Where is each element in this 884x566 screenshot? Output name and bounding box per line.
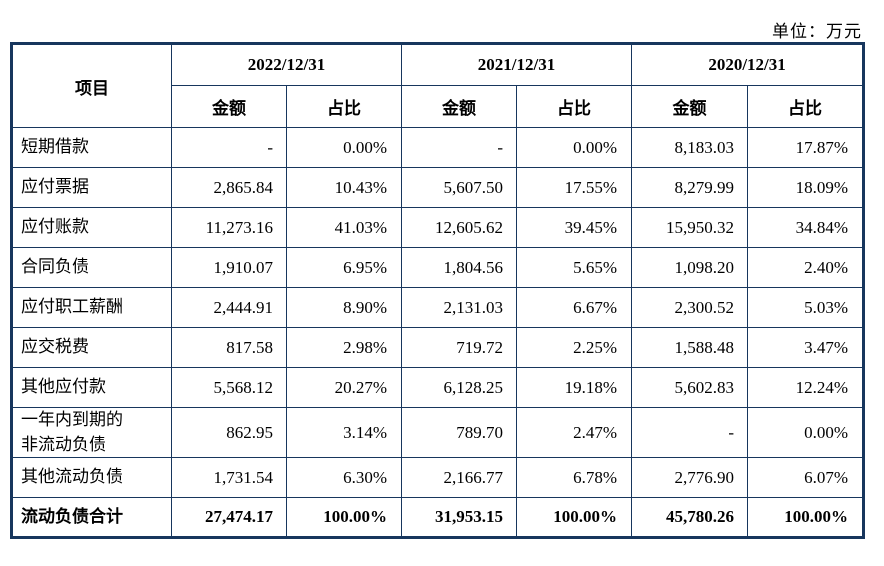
amount-cell: 1,910.07	[171, 247, 287, 288]
amount-cell: 15,950.32	[631, 207, 749, 248]
row-label: 短期借款	[11, 127, 172, 168]
col-header-period-2022: 2022/12/31	[170, 43, 403, 86]
table-body: 短期借款 -0.00% -0.00% 8,183.03 17.87% 应付票据 2,865.…	[11, 127, 865, 539]
col-header-amount: 金额	[171, 85, 287, 128]
current-liabilities-table: 项目 2022/12/31 2021/12/31 2020/12/31 金额 占…	[10, 42, 866, 540]
ratio-cell: 100.00%	[285, 497, 403, 539]
ratio-cell: 0.00%	[747, 406, 865, 459]
ratio-cell: 34.84%	[747, 207, 865, 248]
col-header-ratio: 占比	[516, 85, 633, 128]
amount-cell: 1,098.20	[631, 247, 749, 288]
ratio-cell: 3.47%	[747, 327, 865, 368]
amount-cell: 1,588.48	[631, 327, 749, 368]
table-row: 应付票据 2,865.84 10.43% 5,607.50 17.55% 8,279.99…	[11, 167, 865, 208]
col-header-ratio: 占比	[747, 85, 865, 128]
row-label: 其他应付款	[11, 367, 172, 408]
amount-cell: -	[401, 127, 518, 168]
amount-cell: 789.70	[401, 406, 518, 459]
unit-label: 单位：万元	[772, 22, 862, 41]
ratio-cell: 39.45%	[516, 207, 633, 248]
table-row: 流动负债合计 27,474.17 100.00% 31,953.15 100.00% 45…	[11, 497, 865, 539]
table-row: 应交税费 817.58 2.98% 719.72 2.25% 1,588.48 3.47%	[11, 327, 865, 368]
ratio-cell: 2.25%	[516, 327, 633, 368]
amount-cell: 5,602.83	[631, 367, 749, 408]
row-label: 应付账款	[11, 207, 172, 248]
ratio-cell: 10.43%	[285, 167, 403, 208]
amount-cell: 2,865.84	[171, 167, 287, 208]
amount-cell: 2,776.90	[631, 457, 749, 499]
amount-cell: 1,804.56	[401, 247, 518, 288]
amount-cell: 6,128.25	[401, 367, 518, 408]
amount-cell: 8,279.99	[631, 167, 749, 208]
amount-cell: 31,953.15	[401, 497, 518, 539]
ratio-cell: 3.14%	[285, 406, 403, 459]
amount-cell: 12,605.62	[401, 207, 518, 248]
ratio-cell: 100.00%	[747, 497, 865, 539]
ratio-cell: 41.03%	[285, 207, 403, 248]
ratio-cell: 6.78%	[516, 457, 633, 499]
ratio-cell: 0.00%	[516, 127, 633, 168]
ratio-cell: 8.90%	[285, 287, 403, 328]
table-row: 应付职工薪酬 2,444.91 8.90% 2,131.03 6.67% 2,300.52…	[11, 287, 865, 328]
ratio-cell: 2.40%	[747, 247, 865, 288]
amount-cell: 2,166.77	[401, 457, 518, 499]
col-header-item: 项目	[11, 43, 172, 128]
ratio-cell: 2.98%	[285, 327, 403, 368]
col-header-period-2021: 2021/12/31	[401, 43, 633, 86]
table-row: 其他应付款 5,568.12 20.27% 6,128.25 19.18% 5,602.8…	[11, 367, 865, 408]
ratio-cell: 5.65%	[516, 247, 633, 288]
ratio-cell: 5.03%	[747, 287, 865, 328]
table-row: 其他流动负债 1,731.54 6.30% 2,166.77 6.78% 2,776.90…	[11, 457, 865, 499]
amount-cell: 817.58	[171, 327, 287, 368]
amount-cell: 11,273.16	[171, 207, 287, 248]
row-label: 合同负债	[11, 247, 172, 288]
ratio-cell: 19.18%	[516, 367, 633, 408]
table-row: 应付账款 11,273.16 41.03% 12,605.62 39.45% 15,950…	[11, 207, 865, 248]
amount-cell: 5,607.50	[401, 167, 518, 208]
amount-cell: 2,131.03	[401, 287, 518, 328]
table-row: 短期借款 -0.00% -0.00% 8,183.03 17.87%	[11, 127, 865, 168]
table-header: 项目 2022/12/31 2021/12/31 2020/12/31 金额 占…	[11, 43, 865, 128]
ratio-cell: 17.55%	[516, 167, 633, 208]
table-row: 合同负债 1,910.07 6.95% 1,804.56 5.65% 1,098.20 2.…	[11, 247, 865, 288]
amount-cell: 1,731.54	[171, 457, 287, 499]
ratio-cell: 0.00%	[285, 127, 403, 168]
row-label: 应付票据	[11, 167, 172, 208]
amount-cell: 45,780.26	[631, 497, 749, 539]
ratio-cell: 20.27%	[285, 367, 403, 408]
ratio-cell: 2.47%	[516, 406, 633, 459]
ratio-cell: 6.67%	[516, 287, 633, 328]
ratio-cell: 18.09%	[747, 167, 865, 208]
row-label: 流动负债合计	[11, 497, 172, 539]
ratio-cell: 6.30%	[285, 457, 403, 499]
table-row: 一年内到期的 非流动负债 862.95 3.14% 789.70 2.47% -0.00%	[11, 406, 865, 459]
amount-cell: 27,474.17	[171, 497, 287, 539]
col-header-period-2020: 2020/12/31	[631, 43, 865, 86]
row-label: 其他流动负债	[11, 457, 172, 499]
amount-cell: 862.95	[171, 406, 287, 459]
amount-cell: -	[171, 127, 287, 168]
ratio-cell: 6.07%	[747, 457, 865, 499]
header-row-measures: 金额 占比 金额 占比 金额 占比	[12, 85, 865, 128]
col-header-ratio: 占比	[285, 85, 403, 128]
col-header-amount: 金额	[631, 85, 749, 128]
row-label: 一年内到期的 非流动负债	[11, 406, 172, 459]
amount-cell: 2,300.52	[631, 287, 749, 328]
amount-cell: 2,444.91	[171, 287, 287, 328]
row-label: 应交税费	[11, 327, 172, 368]
amount-cell: 5,568.12	[171, 367, 287, 408]
ratio-cell: 100.00%	[516, 497, 633, 539]
amount-cell: 719.72	[401, 327, 518, 368]
amount-cell: 8,183.03	[631, 127, 749, 168]
ratio-cell: 17.87%	[747, 127, 865, 168]
ratio-cell: 12.24%	[747, 367, 865, 408]
ratio-cell: 6.95%	[285, 247, 403, 288]
header-row-periods: 项目 2022/12/31 2021/12/31 2020/12/31	[11, 43, 865, 128]
row-label: 应付职工薪酬	[11, 287, 172, 328]
amount-cell: -	[631, 406, 749, 459]
col-header-amount: 金额	[401, 85, 518, 128]
